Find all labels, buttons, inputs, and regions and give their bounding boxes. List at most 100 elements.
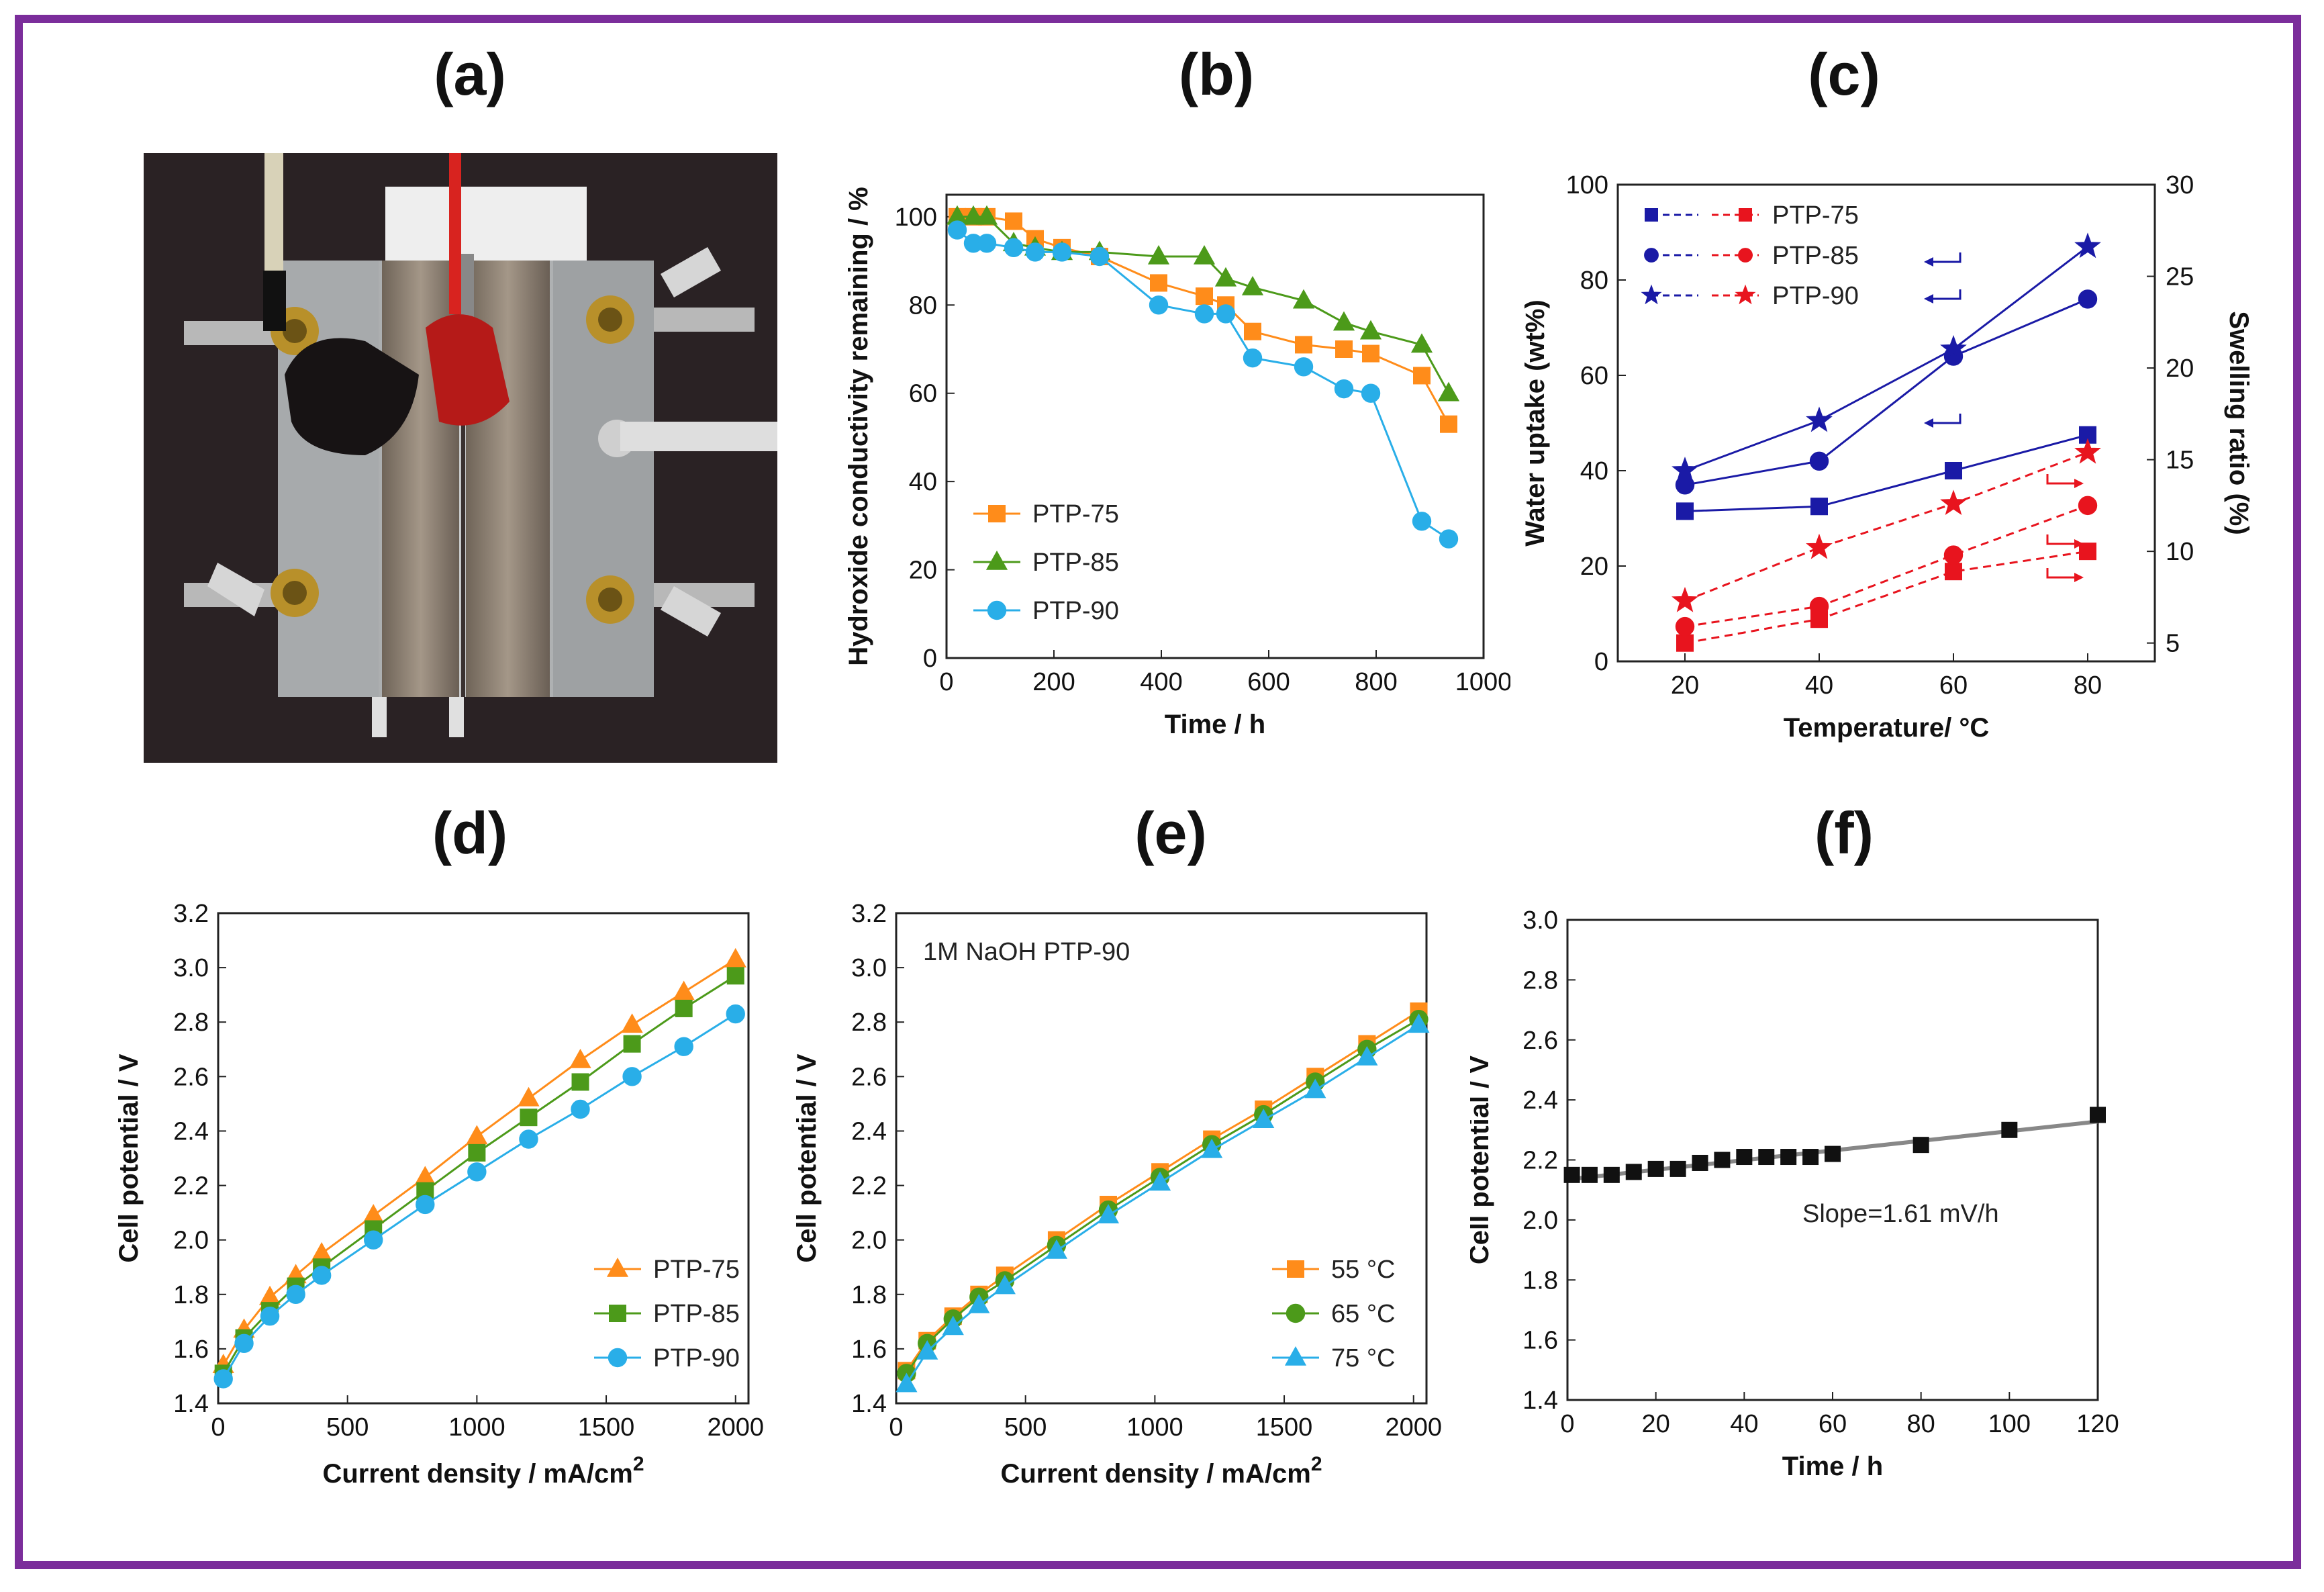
data-point-PTP-75 [1440, 415, 1457, 433]
data-point-PTP-75 [1676, 634, 1694, 652]
data-point-PTP-90 [1025, 242, 1045, 262]
y-tick-label: 3.0 [173, 954, 209, 982]
y-right-tick-label: 25 [2166, 263, 2194, 291]
data-point-75 °C [1356, 1045, 1378, 1066]
data-point-PTP-75 [466, 1125, 488, 1145]
y-tick-label: 2.2 [173, 1172, 209, 1201]
y-tick-label: 2.6 [173, 1063, 209, 1091]
data-point-PTP-85 [975, 205, 998, 225]
data-point-75 °C [1045, 1239, 1068, 1259]
y-axis-label: Hydroxide conductivity remaining / % [844, 187, 873, 665]
data-point-PTP-90 [213, 1369, 233, 1389]
y-tick-label: 1.6 [1522, 1327, 1558, 1355]
series-line-PTP-85 [957, 216, 1450, 394]
data-point-PTP-90 [1940, 334, 1967, 361]
data-point-PTP-75 [258, 1285, 281, 1305]
x-tick-label: 800 [1355, 668, 1397, 696]
data-point-PTP-75 [1335, 340, 1353, 358]
data-point [2001, 1121, 2018, 1138]
y-tick-label: 2.4 [1522, 1086, 1558, 1115]
legend-marker [988, 505, 1006, 522]
y-axis-label: Cell potential / V [1470, 1056, 1494, 1264]
y-tick-label: 2.4 [173, 1117, 209, 1145]
data-point-PTP-90 [1216, 304, 1236, 324]
x-axis-label: Current density / mA/cm2 [1000, 1453, 1322, 1489]
y-tick-label: 40 [1580, 457, 1608, 485]
data-point-PTP-90 [260, 1307, 280, 1326]
data-point [1625, 1164, 1642, 1180]
series-line-PTP-75 [1684, 550, 2088, 645]
y-tick-label: 2.6 [851, 1063, 887, 1091]
data-point [1825, 1145, 1841, 1162]
data-point [2090, 1107, 2106, 1123]
data-point-PTP-90 [1806, 533, 1833, 559]
y-tick-label: 100 [1566, 171, 1608, 199]
data-point [1669, 1160, 1686, 1177]
series-line-75 °C [906, 1024, 1420, 1385]
y-tick-label: 3.2 [851, 900, 887, 928]
x-tick-label: 60 [1939, 671, 1968, 700]
data-point-PTP-90 [1439, 529, 1459, 549]
axis-arrow-head [2074, 573, 2084, 582]
x-tick-label: 20 [1671, 671, 1699, 700]
axis-arrow-head [1924, 294, 1933, 303]
axis-arrow-head [1924, 257, 1933, 267]
y-right-tick-label: 10 [2166, 538, 2194, 566]
data-point-PTP-90 [519, 1129, 538, 1149]
data-point-75 °C [942, 1315, 964, 1336]
series-line-PTP-75 [1684, 434, 2088, 512]
data-point-PTP-75 [1945, 563, 1962, 581]
data-point-75 °C [1149, 1171, 1171, 1191]
series-line-PTP-75 [957, 216, 1450, 425]
legend-label: PTP-85 [1032, 549, 1119, 577]
y-tick-label: 1.6 [173, 1336, 209, 1364]
legend-marker [987, 600, 1007, 620]
data-point [1714, 1152, 1731, 1168]
panel-label-c: (c) [1808, 41, 1880, 107]
data-point-PTP-90 [2074, 438, 2101, 464]
y-tick-label: 0 [1594, 648, 1608, 676]
x-tick-label: 1000 [448, 1413, 505, 1442]
data-point-PTP-75 [1295, 336, 1312, 354]
data-point [1692, 1154, 1708, 1171]
data-point-PTP-90 [286, 1284, 305, 1304]
y-axis-label: Cell potential / V [114, 1053, 144, 1262]
y-tick-label: 1.8 [851, 1281, 887, 1309]
axis-arrow [1933, 252, 1962, 263]
data-point-75 °C [916, 1340, 938, 1360]
series-line-PTP-90 [1684, 451, 2088, 602]
x-axis-label: Current density / mA/cm2 [322, 1453, 644, 1489]
chart-b-conductivity: 0 200 400 600 800 1000 0 20 40 60 80 100 Time / h Hyd… [844, 187, 1510, 739]
data-point-PTP-90 [947, 220, 967, 240]
chart-annotation: 1M NaOH PTP-90 [923, 938, 1130, 966]
y-tick-label: 20 [909, 557, 937, 585]
data-point [1736, 1149, 1753, 1166]
y-tick-label: 60 [1580, 362, 1608, 390]
data-point-75 °C [994, 1274, 1016, 1295]
x-tick-label: 80 [1907, 1410, 1935, 1438]
data-point-PTP-90 [234, 1333, 254, 1353]
axis-arrow-head [2074, 479, 2084, 488]
data-point [1758, 1149, 1775, 1166]
y-tick-label: 3.0 [1522, 906, 1558, 935]
data-point [1603, 1166, 1620, 1183]
data-point-PTP-75 [362, 1204, 385, 1223]
data-point-PTP-85 [1809, 596, 1829, 616]
legend-label: PTP-75 [653, 1256, 740, 1284]
data-point-PTP-75 [311, 1242, 333, 1262]
panel-label-a: (a) [434, 41, 506, 107]
y-tick-label: 2.0 [173, 1227, 209, 1255]
x-tick-label: 200 [1032, 668, 1075, 696]
legend-marker [1644, 248, 1659, 263]
data-point-PTP-75 [1196, 287, 1213, 306]
legend-label: PTP-90 [1772, 282, 1859, 310]
data-point-PTP-90 [1334, 379, 1354, 399]
data-point-PTP-75 [1676, 502, 1694, 520]
data-point-PTP-75 [2079, 543, 2096, 561]
data-point-PTP-85 [1147, 244, 1170, 265]
y-axis-label: Water uptake (wt%) [1520, 299, 1550, 546]
y-right-tick-label: 30 [2166, 171, 2194, 199]
legend-marker [985, 550, 1008, 570]
data-point-PTP-85 [1214, 267, 1237, 287]
plot-area-frame [1616, 183, 2156, 663]
